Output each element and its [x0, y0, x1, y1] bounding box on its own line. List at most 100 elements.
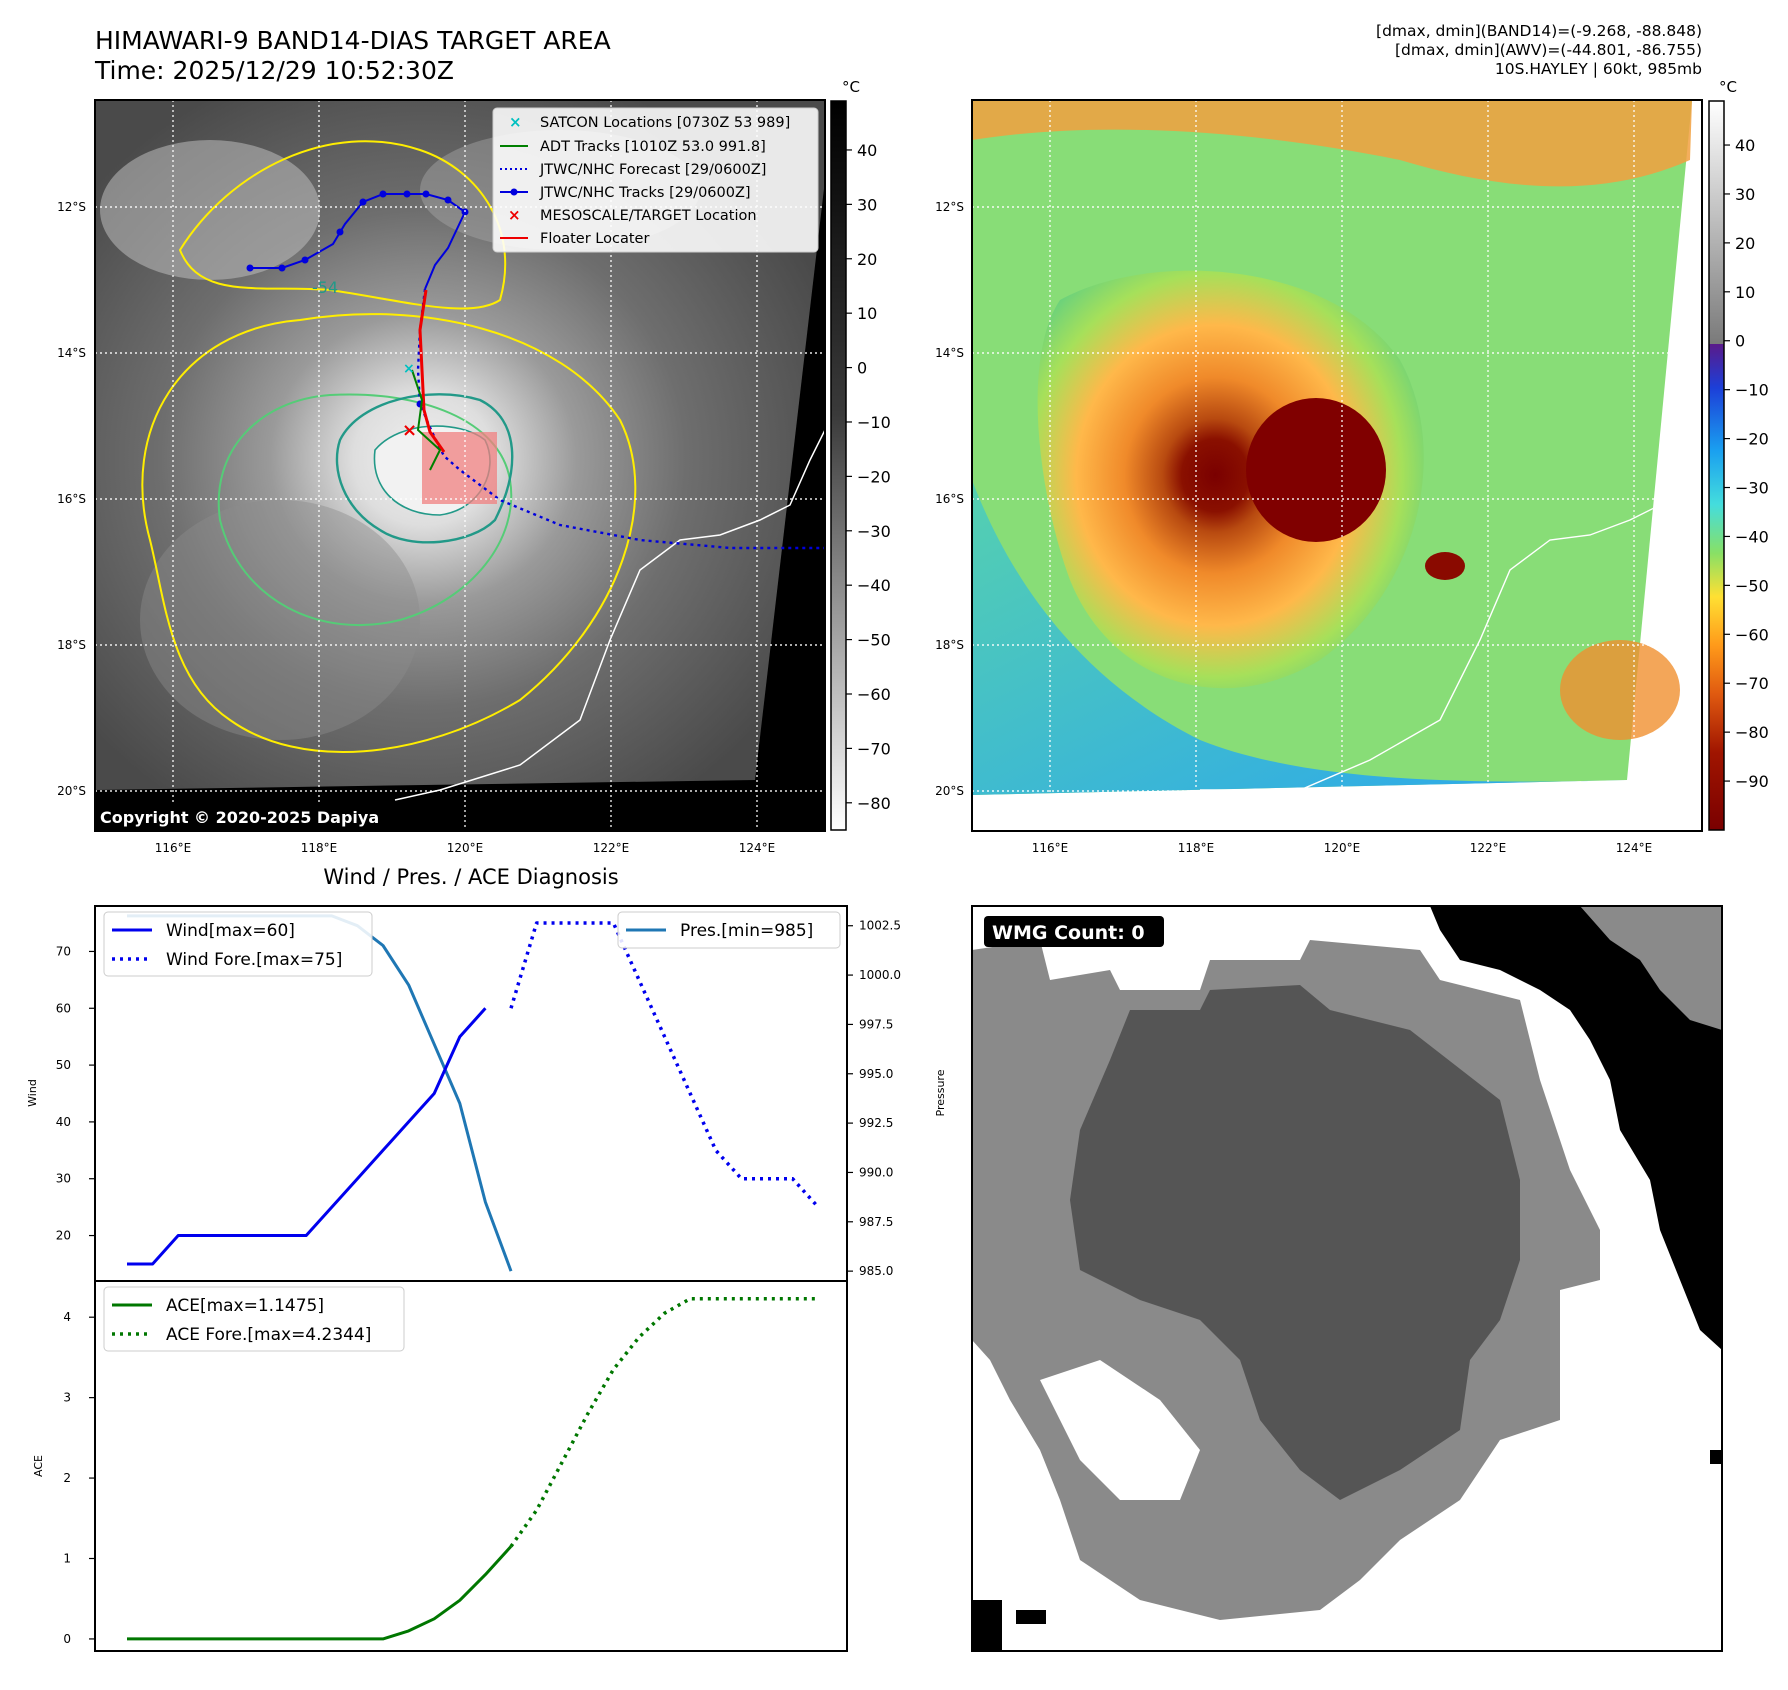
ir-cloud-band-sw [140, 500, 420, 740]
pressure-tick-label: 995.0 [859, 1067, 893, 1081]
wind-fore-legend-label: Wind Fore.[max=75] [166, 950, 342, 970]
color-colorbar-tick-label: −10 [1735, 381, 1769, 400]
awv-lat-labels: 12°S 14°S 16°S 18°S 20°S [935, 200, 964, 798]
pressure-tick-label: 1000.0 [859, 968, 901, 982]
wmg-sw-block [972, 1600, 1002, 1651]
pressure-tick-label: 1002.5 [859, 919, 901, 933]
color-colorbar-tick-label: −90 [1735, 772, 1769, 791]
wind-legend-box [103, 911, 373, 977]
pressure-tick-label: 992.5 [859, 1116, 893, 1130]
wind-tick-label: 50 [56, 1058, 71, 1072]
jtwc-track-line [250, 193, 467, 290]
color-colorbar-tick-label: 40 [1735, 136, 1755, 155]
title-time: Time: 2025/12/29 10:52:30Z [95, 56, 454, 85]
gray-colorbar-tick-label: 0 [857, 359, 867, 378]
wmg-dark-region [1070, 985, 1520, 1500]
wind-tick-label: 60 [56, 1001, 71, 1015]
gray-colorbar-tick-label: −10 [857, 413, 891, 432]
wind-tick-label: 70 [56, 944, 71, 958]
gray-colorbar-tick-label: 20 [857, 250, 877, 269]
color-colorbar-tick-label: 30 [1735, 185, 1755, 204]
contour-yellow-north [178, 140, 507, 310]
gray-colorbar-tick-label: −20 [857, 467, 891, 486]
jtwc-forecast-line [416, 288, 825, 550]
gray-colorbar-ticks: 40 30 20 10 0 −10 −20 −30 −40 −50 −60 −70 −80 [846, 141, 891, 813]
awv-coastline [1200, 459, 1681, 791]
legend-forecast: JTWC/NHC Forecast [29/0600Z] [539, 162, 766, 178]
wmg-count-label: WMG Count: 0 [992, 922, 1145, 944]
svg-text:18°S: 18°S [57, 638, 86, 652]
awv-storm-core [1246, 398, 1386, 542]
band14-range: [dmax, dmin](BAND14)=(-9.268, -88.848) [1376, 22, 1702, 40]
legend-tracks: JTWC/NHC Tracks [29/0600Z] [539, 185, 751, 201]
svg-text:14°S: 14°S [935, 346, 964, 360]
color-colorbar-unit: °C [1719, 78, 1737, 96]
ace-tick-label: 0 [63, 1632, 71, 1646]
map-legend: × SATCON Locations [0730Z 53 989] ADT Tr… [492, 107, 819, 253]
awv-map-panel [972, 100, 1702, 831]
color-colorbar-negative [1709, 344, 1724, 830]
pressure-axis-label: Pressure [934, 1069, 947, 1116]
svg-text:118°E: 118°E [1178, 841, 1215, 855]
wmg-clear-patch [1040, 1360, 1200, 1500]
svg-text:122°E: 122°E [593, 841, 630, 855]
storm-meta: [dmax, dmin](BAND14)=(-9.268, -88.848) [… [1376, 22, 1702, 79]
ace-legend: ACE[max=1.1475] ACE Fore.[max=4.2344] [103, 1286, 405, 1352]
ace-tick-label: 4 [63, 1310, 71, 1324]
pressure-tick-label: 990.0 [859, 1165, 893, 1179]
gray-colorbar-tick-label: −80 [857, 794, 891, 813]
satcon-marker: × [403, 361, 415, 377]
awv-map-frame [971, 99, 1703, 832]
svg-text:118°E: 118°E [301, 841, 338, 855]
color-colorbar-tick-label: −70 [1735, 674, 1769, 693]
pressure-legend-label: Pres.[min=985] [680, 921, 813, 941]
wind-tick-label: 30 [56, 1172, 71, 1186]
legend-target: MESOSCALE/TARGET Location [540, 208, 757, 224]
wmg-sw-block-2 [1016, 1610, 1046, 1624]
ace-ticks: 0 1 2 3 4 [63, 1310, 95, 1646]
gray-colorbar-tick-label: 10 [857, 304, 877, 323]
ace-forecast-line [509, 1296, 819, 1548]
svg-text:12°S: 12°S [935, 200, 964, 214]
color-colorbar-tick-label: 20 [1735, 234, 1755, 253]
wind-axis-label: Wind [26, 1079, 39, 1107]
wind-legend: Wind[max=60] Wind Fore.[max=75] [103, 911, 373, 977]
ace-tick-label: 3 [63, 1391, 71, 1405]
ace-tick-label: 2 [63, 1471, 71, 1485]
color-colorbar-tick-label: −50 [1735, 576, 1769, 595]
color-colorbar-positive [1709, 101, 1724, 344]
awv-map-gridlines [972, 100, 1702, 831]
copyright-text: Copyright © 2020-2025 Dapiya [100, 808, 379, 827]
color-colorbar-tick-label: −60 [1735, 625, 1769, 644]
svg-text:20°S: 20°S [57, 784, 86, 798]
wmg-frame [971, 905, 1723, 1652]
contour-label: -54 [312, 278, 338, 297]
coastline [394, 429, 825, 801]
svg-text:12°S: 12°S [57, 200, 86, 214]
copyright-box [95, 802, 405, 831]
color-colorbar-tick-label: −20 [1735, 430, 1769, 449]
ir-lat-labels: 12°S 14°S 16°S 18°S 20°S [57, 200, 86, 798]
svg-text:122°E: 122°E [1470, 841, 1507, 855]
gray-colorbar-tick-label: 40 [857, 141, 877, 160]
gray-colorbar-tick-label: 30 [857, 195, 877, 214]
svg-text:20°S: 20°S [935, 784, 964, 798]
wind-line [127, 1007, 487, 1266]
pressure-legend: Pres.[min=985] [617, 911, 841, 949]
ir-map-frame [94, 99, 826, 832]
wind-ticks: 20 30 40 50 60 70 [56, 944, 95, 1243]
awv-storm [1037, 270, 1424, 689]
legend-floater: Floater Locater [540, 231, 649, 247]
gray-colorbar-unit: °C [842, 78, 860, 96]
awv-storm-cell [1425, 552, 1465, 580]
awv-dry-region [972, 480, 1627, 795]
awv-moist-sw [1560, 640, 1680, 740]
awv-lon-labels: 116°E 118°E 120°E 122°E 124°E [1032, 841, 1653, 855]
ir-lon-labels: 116°E 118°E 120°E 122°E 124°E [155, 841, 776, 855]
legend-satcon: SATCON Locations [0730Z 53 989] [540, 115, 790, 131]
gray-colorbar-tick-label: −70 [857, 739, 891, 758]
color-colorbar-tick-label: −80 [1735, 723, 1769, 742]
svg-text:120°E: 120°E [447, 841, 484, 855]
legend-tracks-dot [510, 188, 518, 196]
storm-summary: 10S.HAYLEY | 60kt, 985mb [1494, 60, 1702, 78]
